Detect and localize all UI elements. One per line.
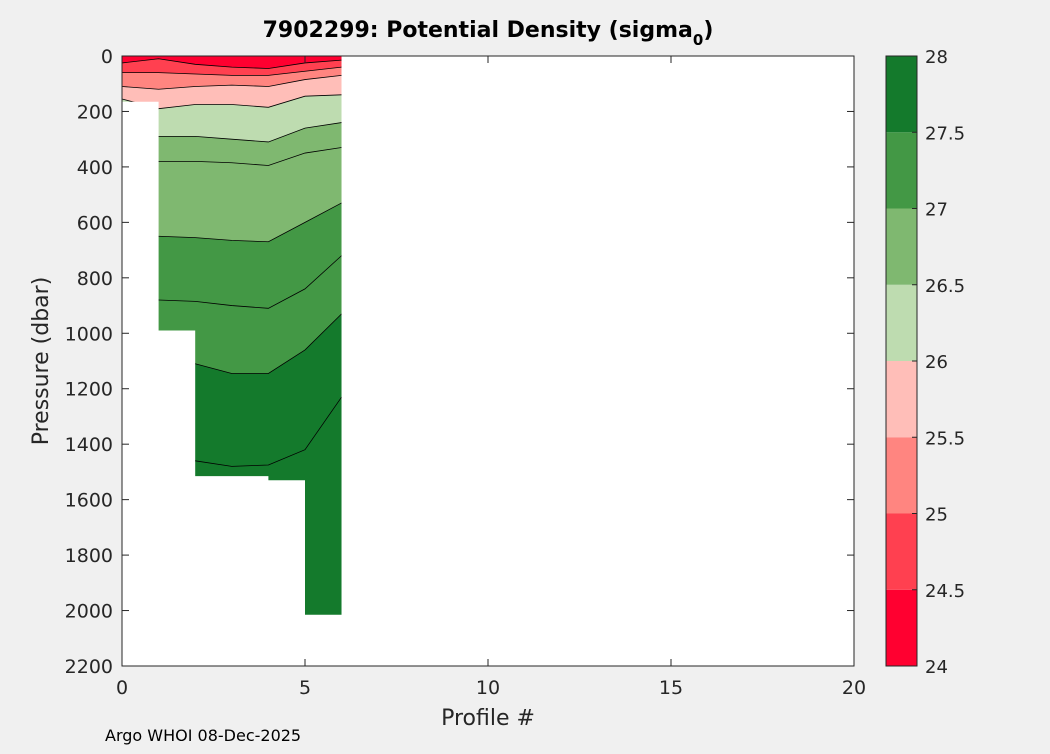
y-tick-label: 1000 — [65, 323, 113, 345]
density-band — [122, 67, 342, 90]
colorbar-segment — [886, 513, 917, 590]
colorbar-tick-label: 25.5 — [925, 428, 965, 449]
y-tick-label: 600 — [77, 212, 113, 234]
isopycnal-line — [122, 255, 342, 309]
x-axis-ticks: 0 5 10 15 20 — [116, 56, 866, 699]
x-tick-label: 20 — [842, 677, 866, 699]
y-tick-label: 2200 — [65, 656, 113, 678]
colorbar-segment — [886, 361, 917, 438]
chart-title: 7902299: Potential Density (sigma0) — [263, 18, 714, 49]
isopycnal-line — [122, 202, 342, 243]
colorbar-segment — [886, 56, 917, 133]
y-tick-label: 0 — [101, 46, 113, 68]
x-tick-label: 0 — [116, 677, 128, 699]
density-band — [122, 75, 342, 109]
density-band — [122, 94, 342, 142]
y-axis-label: Pressure (dbar) — [29, 277, 54, 446]
x-tick-label: 5 — [299, 677, 311, 699]
x-axis-label: Profile # — [441, 706, 535, 731]
y-tick-label: 800 — [77, 268, 113, 290]
density-band — [122, 202, 342, 309]
isopycnal-line — [122, 94, 342, 110]
y-tick-label: 2000 — [65, 601, 113, 623]
x-tick-label: 10 — [476, 677, 500, 699]
colorbar-segment — [886, 284, 917, 361]
colorbar-segment — [886, 132, 917, 209]
isopycnal-line — [122, 147, 342, 166]
y-tick-label: 400 — [77, 157, 113, 179]
x-tick-label: 15 — [659, 677, 683, 699]
isopycnal-line — [122, 75, 342, 90]
isopycnal-line — [122, 66, 342, 76]
y-axis-ticks: 0 200 400 600 800 1000 1200 1400 1600 1800 2000 220… — [65, 46, 854, 678]
colorbar: 24 24.5 25 25.5 26 26.5 27 27.5 28 — [885, 47, 965, 678]
density-band — [122, 147, 342, 242]
colorbar-segment — [886, 208, 917, 285]
colorbar-tick-label: 26.5 — [925, 276, 965, 297]
colorbar-segment — [886, 437, 917, 514]
y-tick-label: 200 — [77, 101, 113, 123]
colorbar-segment — [886, 589, 917, 666]
colorbar-tick-label: 27.5 — [925, 123, 965, 144]
colorbar-tick-label: 27 — [925, 200, 948, 221]
colorbar-tick-label: 24.5 — [925, 581, 965, 602]
y-tick-label: 1400 — [65, 434, 113, 456]
footer-credit: Argo WHOI 08-Dec-2025 — [105, 726, 301, 745]
y-tick-label: 1200 — [65, 379, 113, 401]
colorbar-tick-label: 24 — [925, 657, 948, 678]
colorbar-tick-label: 25 — [925, 505, 948, 526]
colorbar-tick-label: 28 — [925, 47, 948, 68]
y-tick-label: 1600 — [65, 490, 113, 512]
colorbar-tick-label: 26 — [925, 352, 948, 373]
density-band — [122, 122, 342, 166]
isopycnal-line — [122, 122, 342, 143]
y-tick-label: 1800 — [65, 545, 113, 567]
